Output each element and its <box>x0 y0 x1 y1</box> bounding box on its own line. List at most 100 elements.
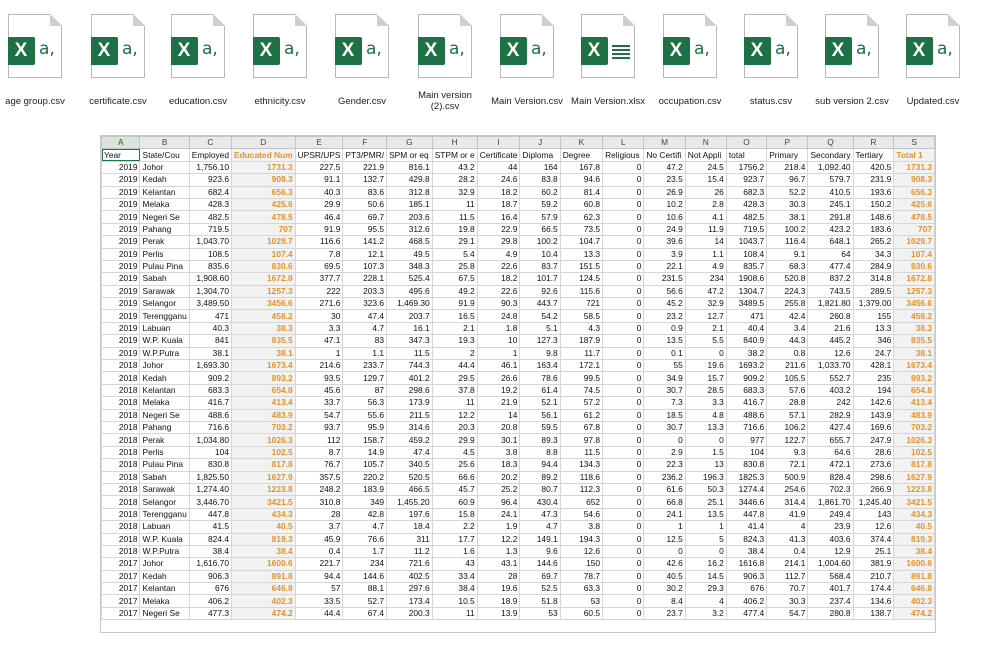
table-cell[interactable]: Kelantan <box>139 383 190 398</box>
table-cell[interactable]: 428.3 <box>188 197 232 212</box>
header-cell[interactable]: total <box>725 148 768 162</box>
table-cell[interactable]: 425.6 <box>230 197 296 212</box>
table-cell[interactable]: 413.4 <box>230 396 296 410</box>
table-cell[interactable]: 41.3 <box>766 532 809 546</box>
table-cell[interactable]: 24.9 <box>643 222 686 237</box>
table-cell[interactable]: 29.9 <box>294 197 344 212</box>
table-cell[interactable]: 214.6 <box>294 359 344 373</box>
table-cell[interactable]: 2018 <box>101 482 141 497</box>
table-cell[interactable]: 0 <box>602 359 645 373</box>
table-cell[interactable]: Kedah <box>139 371 190 385</box>
table-cell[interactable]: 57 <box>294 582 344 596</box>
table-cell[interactable]: 235 <box>852 371 895 385</box>
column-header-L[interactable]: L <box>602 136 645 150</box>
table-cell[interactable]: 2017 <box>101 582 141 596</box>
column-header-O[interactable]: O <box>725 136 768 150</box>
table-cell[interactable]: Negeri Se <box>139 408 190 423</box>
table-cell[interactable]: 99.5 <box>559 371 604 385</box>
table-cell[interactable]: Melaka <box>139 197 190 212</box>
table-cell[interactable]: 78.6 <box>519 371 561 385</box>
table-cell[interactable]: 0 <box>602 582 645 596</box>
table-cell[interactable]: 42.4 <box>766 309 809 323</box>
table-cell[interactable]: 12.6 <box>852 520 895 534</box>
table-cell[interactable]: 67.5 <box>431 272 478 286</box>
table-cell[interactable]: 61.4 <box>519 383 561 398</box>
table-cell[interactable]: 16.5 <box>431 309 478 323</box>
table-cell[interactable]: 94.6 <box>559 173 604 187</box>
table-cell[interactable]: 0 <box>602 532 645 546</box>
table-cell[interactable]: 38.4 <box>725 544 768 559</box>
table-cell[interactable]: 1908.6 <box>725 272 768 286</box>
table-cell[interactable]: 43.1 <box>476 557 521 571</box>
table-cell[interactable]: 222 <box>294 284 344 299</box>
table-cell[interactable]: 56.3 <box>342 396 388 410</box>
table-cell[interactable]: 19.8 <box>431 222 478 237</box>
table-cell[interactable]: 1257.3 <box>230 284 296 299</box>
table-cell[interactable]: 349 <box>342 495 388 509</box>
table-cell[interactable]: 22.3 <box>643 458 686 472</box>
table-cell[interactable]: 30.1 <box>476 433 521 447</box>
table-cell[interactable]: 83 <box>342 334 388 348</box>
table-cell[interactable]: 10.2 <box>643 197 686 212</box>
table-cell[interactable]: 416.7 <box>725 396 768 410</box>
table-cell[interactable]: 39.6 <box>643 235 686 249</box>
table-cell[interactable]: 3.9 <box>643 247 686 261</box>
table-cell[interactable]: 187.9 <box>559 334 604 348</box>
table-cell[interactable]: 38.3 <box>230 321 296 336</box>
table-cell[interactable]: 38.4 <box>431 582 478 596</box>
table-cell[interactable]: 52.7 <box>342 594 388 608</box>
table-cell[interactable]: 47.2 <box>643 160 686 175</box>
table-cell[interactable]: 401.2 <box>386 371 433 385</box>
table-cell[interactable]: 579.7 <box>807 173 854 187</box>
table-cell[interactable]: 1825.3 <box>725 470 768 484</box>
table-cell[interactable]: 893.2 <box>230 371 296 385</box>
table-cell[interactable]: 1029.7 <box>230 235 296 249</box>
table-cell[interactable]: 2018 <box>101 383 141 398</box>
table-cell[interactable]: 482.5 <box>188 210 232 224</box>
table-cell[interactable]: 2018 <box>101 408 141 423</box>
table-cell[interactable]: 0 <box>602 210 645 224</box>
table-cell[interactable]: 743.5 <box>807 284 854 299</box>
table-cell[interactable]: 247.9 <box>852 433 895 447</box>
table-cell[interactable]: 19.6 <box>684 359 727 373</box>
table-cell[interactable]: 38.1 <box>188 346 232 361</box>
table-cell[interactable]: Kelantan <box>139 185 190 199</box>
table-cell[interactable]: 2019 <box>101 297 141 311</box>
table-cell[interactable]: 70.7 <box>766 582 809 596</box>
table-cell[interactable]: 40.3 <box>188 321 232 336</box>
table-cell[interactable]: 1600.6 <box>893 557 935 571</box>
table-cell[interactable]: 500.9 <box>766 470 809 484</box>
table-cell[interactable]: 112 <box>294 433 344 447</box>
table-cell[interactable]: 280.8 <box>807 606 854 621</box>
table-cell[interactable]: 3.3 <box>294 321 344 336</box>
column-header-S[interactable]: S <box>893 136 935 150</box>
table-cell[interactable]: 83.6 <box>342 185 388 199</box>
table-cell[interactable]: 23.2 <box>643 309 686 323</box>
table-cell[interactable]: 425.6 <box>893 197 935 212</box>
table-cell[interactable]: 2018 <box>101 359 141 373</box>
table-cell[interactable]: 32.9 <box>431 185 478 199</box>
table-cell[interactable]: 520.5 <box>386 470 433 484</box>
table-cell[interactable]: 211.6 <box>766 359 809 373</box>
table-cell[interactable]: 1029.7 <box>893 235 935 249</box>
table-cell[interactable]: 18.2 <box>476 272 521 286</box>
table-cell[interactable]: 3.8 <box>559 520 604 534</box>
table-cell[interactable]: 477.4 <box>807 259 854 274</box>
table-cell[interactable]: 1223.8 <box>893 482 935 497</box>
table-cell[interactable]: 406.2 <box>725 594 768 608</box>
table-cell[interactable]: 112.7 <box>766 569 809 584</box>
table-cell[interactable]: 150.2 <box>852 197 895 212</box>
table-cell[interactable]: 656.3 <box>230 185 296 199</box>
table-cell[interactable]: 0 <box>602 544 645 559</box>
table-cell[interactable]: 4 <box>684 594 727 608</box>
column-header-P[interactable]: P <box>766 136 809 150</box>
table-cell[interactable]: 183.9 <box>342 482 388 497</box>
table-cell[interactable]: 28.6 <box>852 445 895 460</box>
table-cell[interactable]: 1,469.30 <box>386 297 433 311</box>
table-cell[interactable]: 835.5 <box>230 334 296 348</box>
table-cell[interactable]: 716.6 <box>188 420 232 435</box>
table-cell[interactable]: 1043.7 <box>725 235 768 249</box>
table-cell[interactable]: 406.2 <box>188 594 232 608</box>
